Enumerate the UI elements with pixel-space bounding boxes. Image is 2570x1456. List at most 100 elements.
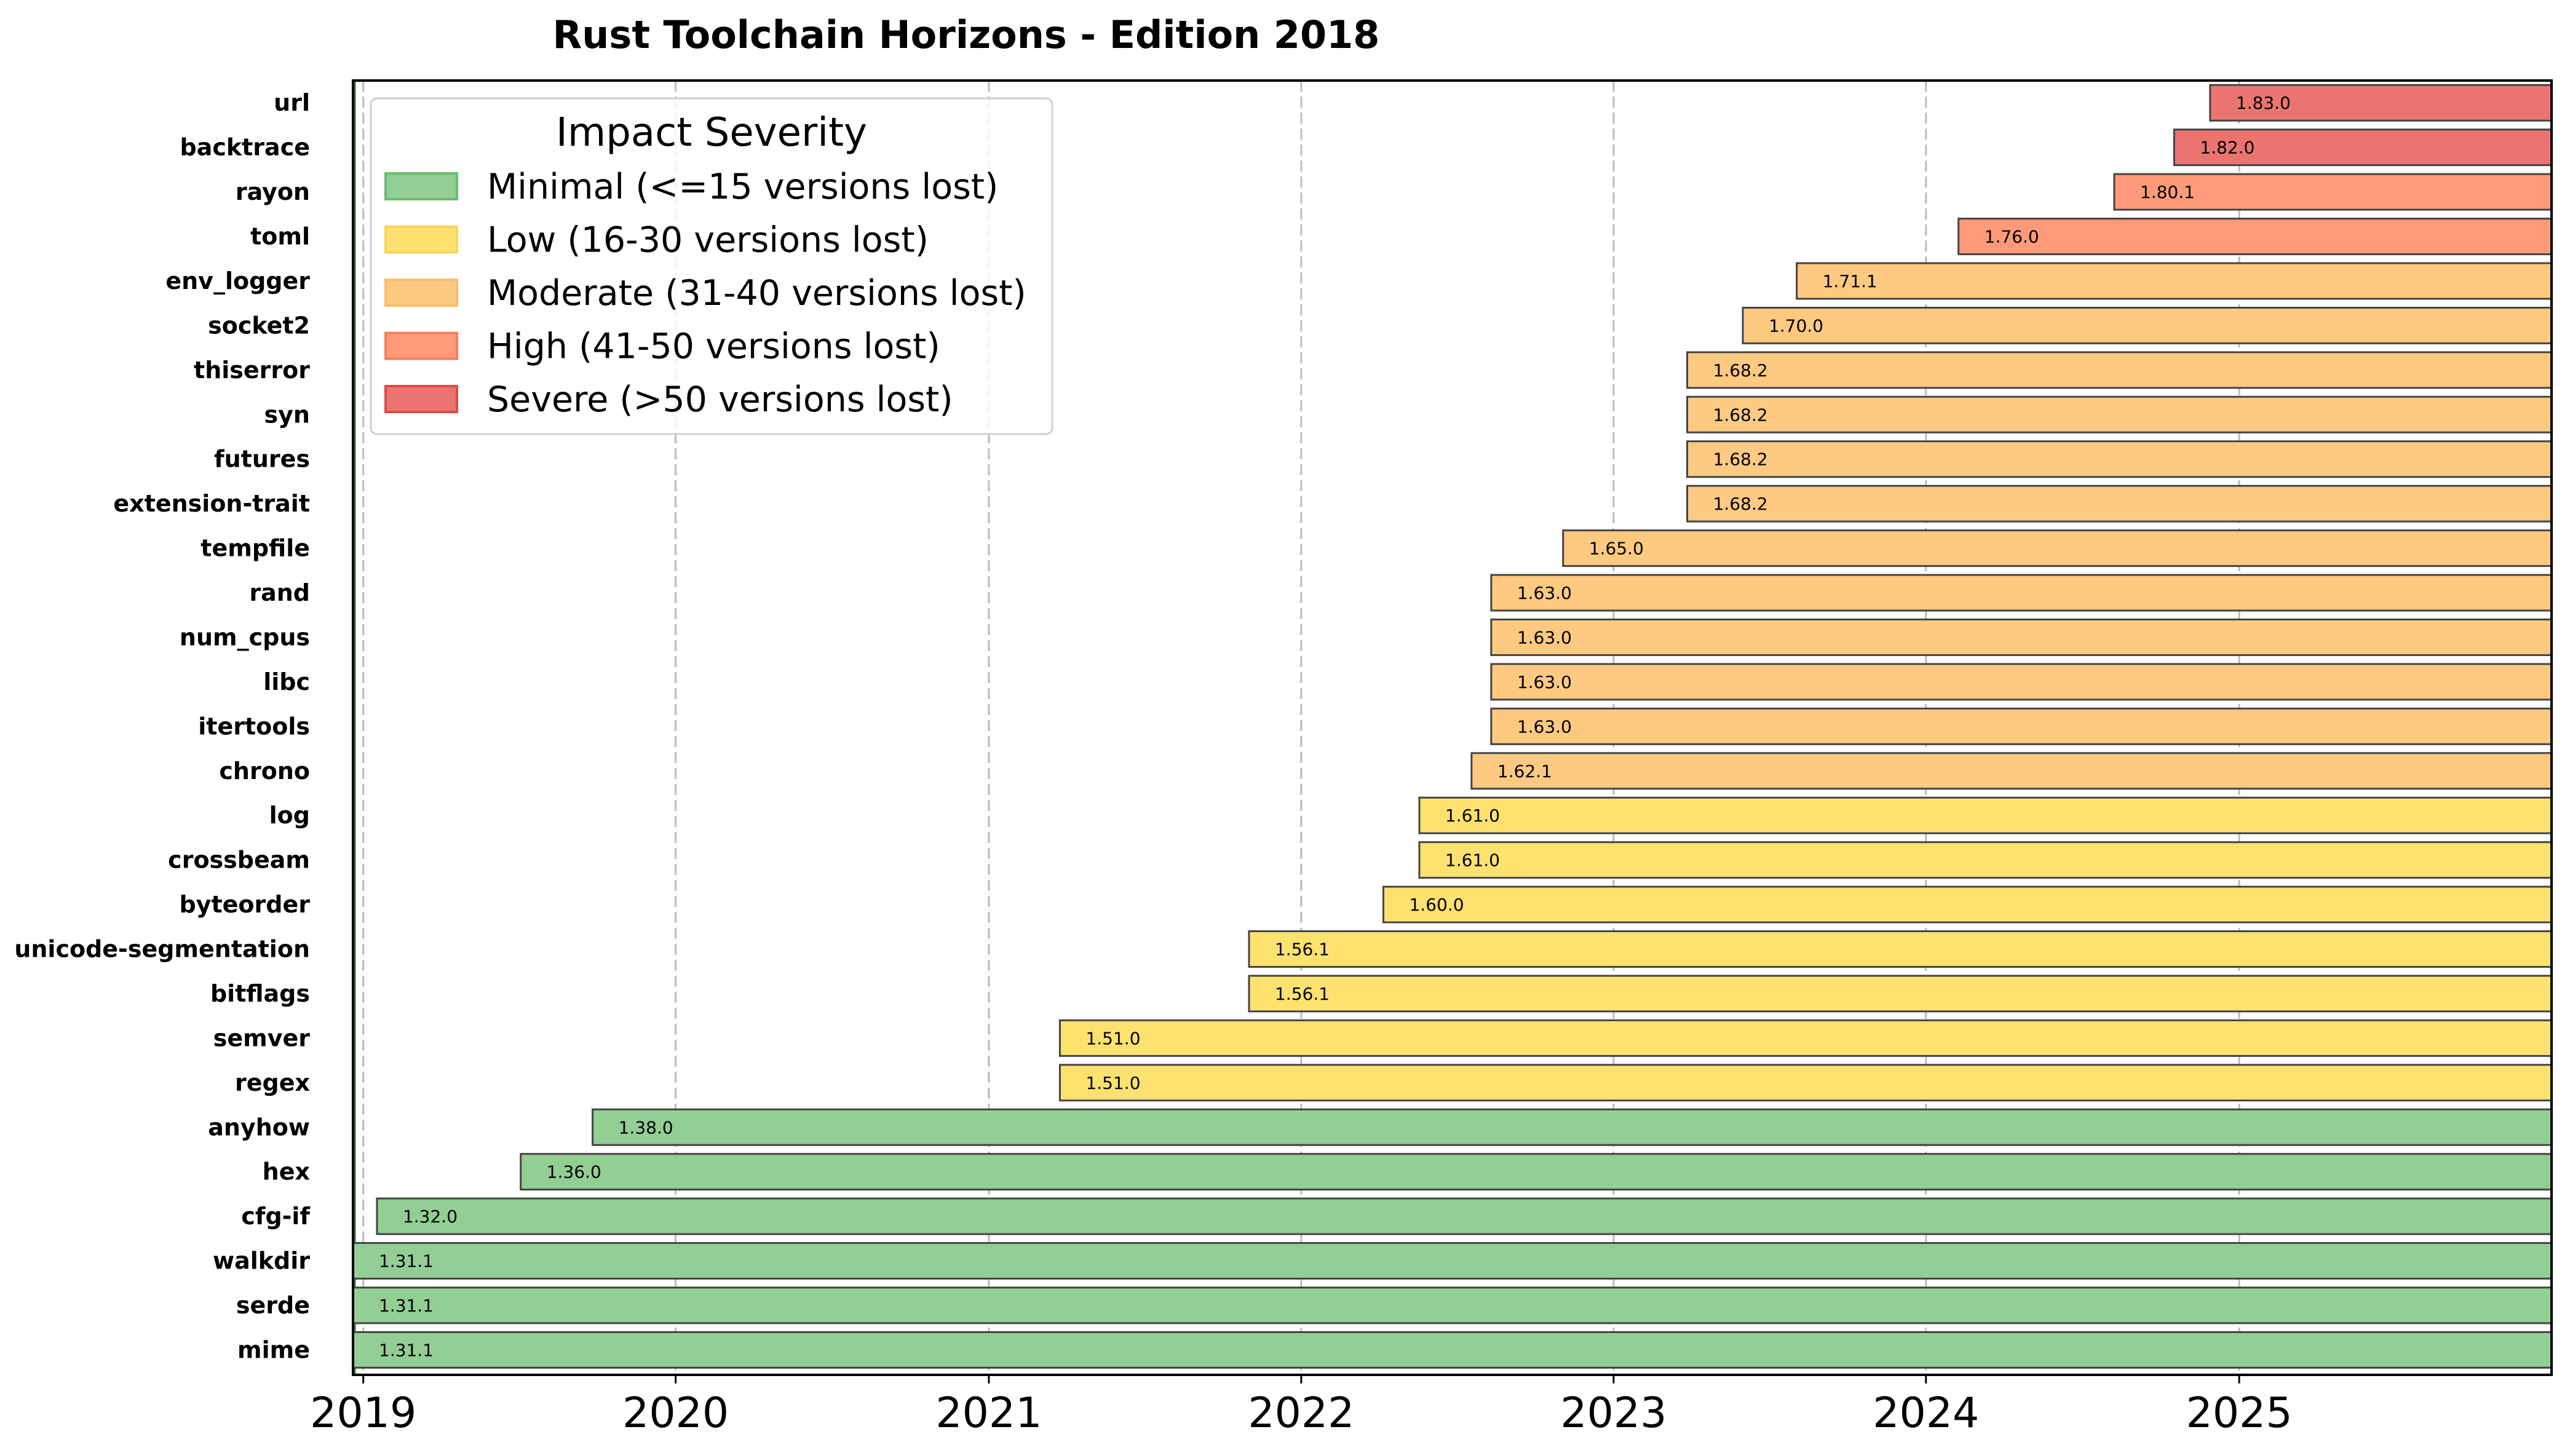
y-tick-label: syn [264, 401, 310, 428]
legend-swatch-high [384, 331, 458, 360]
y-tick-label: anyhow [208, 1114, 310, 1141]
y-tick-label: bitflags [210, 980, 310, 1007]
bar-version-label: 1.65.0 [1589, 539, 1644, 559]
bar-version-label: 1.63.0 [1517, 627, 1572, 647]
bar-version-label: 1.80.1 [2140, 182, 2195, 202]
y-tick-label: itertools [198, 713, 310, 740]
bar-futures [1686, 440, 2553, 478]
y-tick-label: mime [237, 1336, 310, 1363]
x-tick-label: 2021 [935, 1389, 1042, 1438]
plot-frame [352, 79, 2553, 1376]
legend-label-severe: Severe (>50 versions lost) [487, 379, 953, 420]
y-tick-label: futures [214, 446, 310, 473]
y-tick-label: regex [235, 1069, 310, 1096]
bar-hex [520, 1153, 2553, 1191]
bar-version-label: 1.83.0 [2236, 93, 2291, 113]
y-tick-label: toml [250, 223, 310, 250]
bar-semver [1058, 1019, 2553, 1057]
bar-version-label: 1.82.0 [2200, 138, 2255, 158]
y-tick-label: libc [263, 668, 310, 695]
y-tick-label: thiserror [194, 357, 310, 384]
bar-version-label: 1.61.0 [1445, 805, 1500, 826]
y-tick-label: rayon [236, 178, 310, 205]
legend-title: Impact Severity [556, 110, 867, 156]
y-tick-label: cfg-if [241, 1203, 310, 1230]
bar-version-label: 1.36.0 [547, 1162, 601, 1182]
y-tick-label: hex [263, 1158, 310, 1185]
bar-version-label: 1.68.2 [1713, 405, 1767, 425]
bar-version-label: 1.71.1 [1823, 271, 1878, 291]
bar-version-label: 1.63.0 [1517, 672, 1572, 692]
bar-version-label: 1.68.2 [1713, 360, 1767, 381]
y-tick-label: socket2 [208, 312, 310, 339]
y-tick-label: tempfile [200, 535, 310, 562]
bar-version-label: 1.63.0 [1517, 583, 1572, 603]
bar-backtrace [2173, 129, 2553, 167]
y-tick-label: serde [236, 1292, 310, 1319]
bar-unicode-segmentation [1248, 930, 2553, 968]
bar-toml [1957, 218, 2553, 256]
legend-label-low: Low (16-30 versions lost) [487, 220, 929, 261]
bar-tempfile [1562, 529, 2553, 568]
x-tick-labels: 2019 2020 2021 2022 2023 2024 2025 [310, 1375, 2293, 1438]
bar-rayon [2113, 173, 2553, 211]
chart-title: Rust Toolchain Horizons - Edition 2018 [553, 12, 1380, 57]
legend-swatch-minimal [384, 172, 458, 200]
bar-version-label: 1.63.0 [1517, 716, 1572, 737]
bar-crossbeam [1418, 841, 2553, 879]
bar-version-label: 1.32.0 [403, 1206, 458, 1227]
legend-box [370, 97, 1053, 435]
x-tick-label: 2020 [622, 1389, 729, 1438]
bar-chrono [1470, 752, 2553, 790]
legend-label-moderate: Moderate (31-40 versions lost) [487, 273, 1026, 314]
legend: Impact Severity Minimal (<=15 versions l… [370, 97, 1053, 435]
x-tick-label: 2025 [2186, 1389, 2293, 1438]
bar-version-label: 1.31.1 [379, 1251, 434, 1272]
bar-cfg-if [376, 1197, 2553, 1235]
y-tick-label: url [274, 89, 310, 116]
bar-serde [352, 1286, 2553, 1324]
bar-version-label: 1.51.0 [1085, 1028, 1140, 1048]
bar-walkdir [352, 1242, 2553, 1280]
y-tick-label: log [269, 802, 310, 829]
bar-version-label: 1.56.1 [1275, 984, 1330, 1004]
bar-version-label: 1.60.0 [1409, 895, 1464, 915]
bar-version-label: 1.68.2 [1713, 449, 1767, 470]
bar-version-label: 1.76.0 [1985, 227, 2039, 247]
bar-num_cpus [1490, 618, 2553, 656]
bar-version-label: 1.61.0 [1445, 850, 1500, 871]
x-tick-label: 2019 [310, 1389, 416, 1438]
legend-swatch-moderate [384, 279, 458, 307]
legend-label-minimal: Minimal (<=15 versions lost) [487, 167, 998, 207]
y-tick-label: extension-trait [113, 490, 310, 517]
legend-swatch-severe [384, 385, 458, 413]
bar-version-label: 1.70.0 [1769, 315, 1823, 336]
legend-swatch-low [384, 225, 458, 254]
bar-rand [1490, 574, 2553, 612]
y-tick-label: crossbeam [168, 847, 310, 874]
bar-thiserror [1686, 351, 2553, 389]
bar-log [1418, 796, 2553, 834]
x-tick-label: 2023 [1560, 1389, 1667, 1438]
y-tick-label: walkdir [213, 1248, 310, 1275]
y-tick-label: semver [213, 1024, 311, 1051]
y-tick-label: env_logger [165, 267, 310, 295]
bar-extension-trait [1686, 485, 2553, 523]
y-tick-label: backtrace [180, 134, 311, 161]
bar-mime [352, 1331, 2553, 1369]
bar-version-label: 1.56.1 [1275, 940, 1330, 960]
legend-label-high: High (41-50 versions lost) [487, 326, 940, 367]
x-tick-label: 2024 [1873, 1389, 1979, 1438]
bar-itertools [1490, 707, 2553, 745]
y-tick-label: num_cpus [180, 623, 310, 651]
bar-bitflags [1248, 975, 2553, 1013]
bar-syn [1686, 395, 2553, 433]
y-tick-label: rand [249, 579, 310, 606]
bar-version-label: 1.51.0 [1085, 1073, 1140, 1093]
bar-libc [1490, 663, 2553, 701]
y-tick-label: chrono [219, 758, 310, 785]
bar-byteorder [1382, 885, 2553, 924]
bar-env_logger [1796, 262, 2553, 300]
y-tick-label: byteorder [180, 891, 311, 918]
